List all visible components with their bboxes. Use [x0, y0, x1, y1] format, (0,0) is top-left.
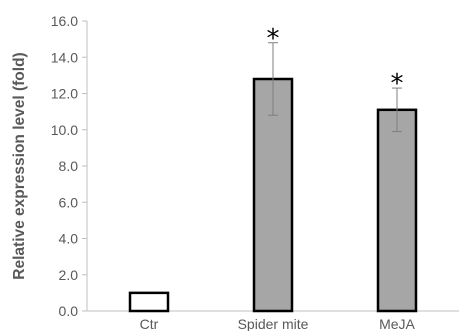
- significance-marker: *: [391, 69, 404, 99]
- significance-marker: *: [267, 24, 280, 54]
- y-tick-label: 2.0: [59, 267, 79, 283]
- category-label: MeJA: [379, 316, 415, 331]
- y-tick-label: 10.0: [51, 122, 78, 138]
- bar-meja: [376, 108, 418, 313]
- bar-spider-mite: [252, 77, 294, 313]
- y-tick-label: 16.0: [51, 13, 78, 29]
- bar-ctr: [128, 291, 170, 313]
- y-tick-label: 8.0: [59, 158, 79, 174]
- category-labels: Ctr Spider mite MeJA: [140, 316, 416, 331]
- significance-markers: **: [267, 24, 404, 99]
- category-label: Spider mite: [238, 316, 309, 331]
- y-tick-label: 4.0: [59, 231, 79, 247]
- category-label: Ctr: [140, 316, 159, 331]
- y-axis-label: Relative expression level (fold): [11, 52, 28, 279]
- y-tick-label: 14.0: [51, 49, 78, 65]
- y-tick-label: 0.0: [59, 303, 79, 319]
- y-tick-label: 6.0: [59, 194, 79, 210]
- y-axis-ticks: 0.0 2.0 4.0 6.0 8.0 10.0 12.0 14.0 16.0: [51, 13, 87, 319]
- error-bars: [268, 42, 402, 133]
- bars: [128, 77, 418, 313]
- y-tick-label: 12.0: [51, 86, 78, 102]
